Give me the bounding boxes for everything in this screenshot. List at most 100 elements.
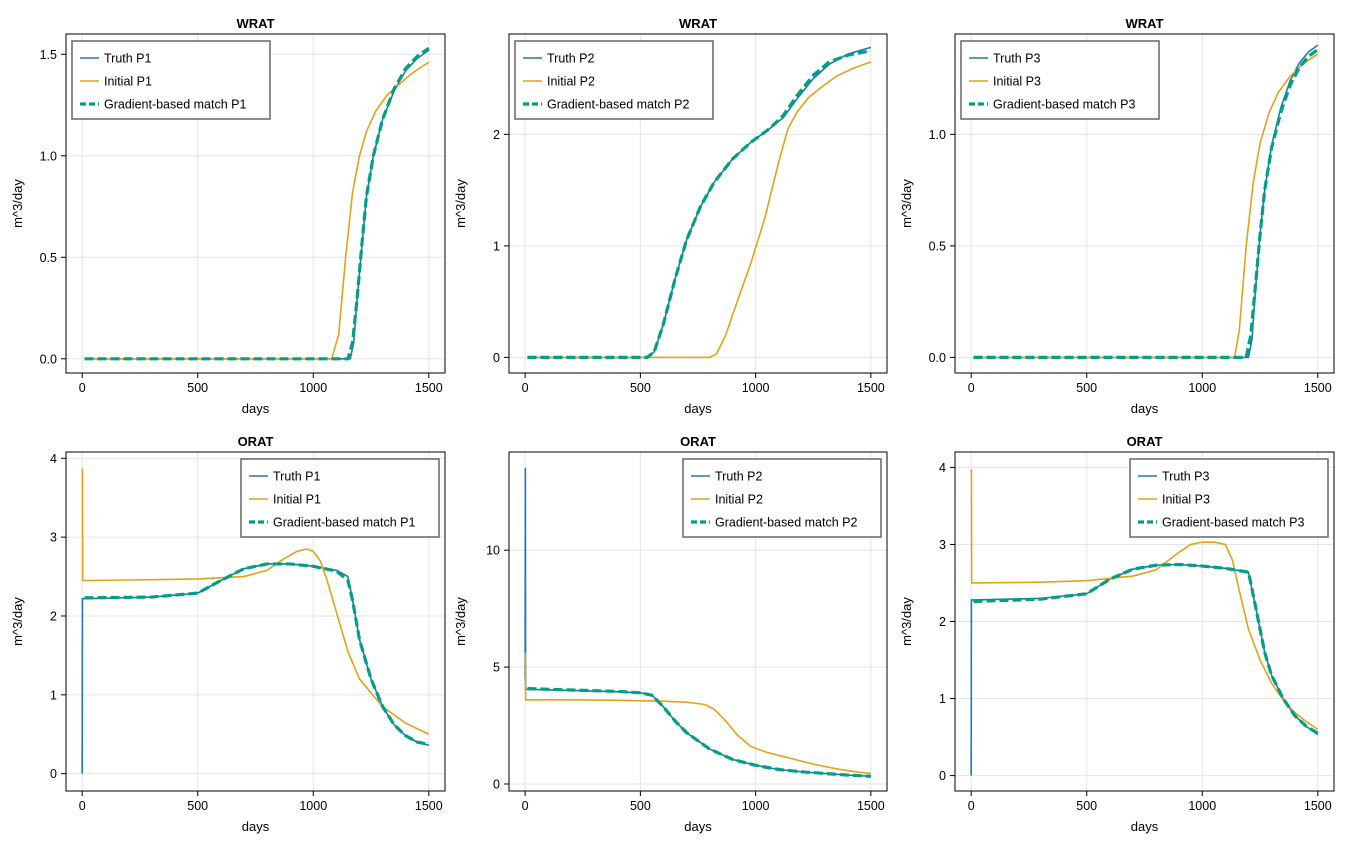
x-tick-label: 1000	[1188, 381, 1216, 395]
x-tick-label: 1500	[857, 799, 885, 813]
x-tick-label: 1000	[1188, 799, 1216, 813]
legend: Truth P1 Initial P1 Gradient-based match P…	[71, 40, 271, 120]
y-tick-label: 1.0	[929, 128, 946, 142]
series-group	[84, 46, 430, 361]
legend-label: Truth P1	[273, 470, 321, 484]
legend-label: Gradient-based match P2	[715, 516, 857, 530]
legend-box	[682, 458, 882, 538]
x-tick-label: 0	[522, 381, 529, 395]
legend-label: Truth P3	[993, 52, 1041, 66]
legend-box	[240, 458, 440, 538]
x-tick-label: 1000	[299, 799, 327, 813]
x-axis-label: days	[242, 819, 270, 834]
y-axis-label: m^3/day	[899, 179, 914, 228]
panel-4: 0 500 1000 1500 0 1 2 3 4 ORAT days m^3/day Truth P1…	[10, 434, 446, 834]
y-tick-label: 10	[486, 544, 500, 558]
series-group	[527, 46, 872, 359]
y-tick-label: 1	[939, 692, 946, 706]
legend-box	[514, 40, 714, 120]
legend-label: Truth P2	[547, 52, 595, 66]
series-line-initial	[524, 652, 871, 775]
legend-box	[960, 40, 1160, 120]
y-tick-label: 1	[493, 239, 500, 253]
x-tick-label: 1500	[1304, 381, 1332, 395]
series-group	[524, 467, 871, 778]
x-tick-label: 500	[187, 799, 208, 813]
legend-label: Truth P1	[104, 52, 152, 66]
legend-label: Truth P3	[1162, 470, 1210, 484]
x-tick-label: 1000	[742, 381, 770, 395]
y-tick-label: 3	[939, 538, 946, 552]
legend-box	[71, 40, 271, 120]
chart-title: WRAT	[236, 16, 274, 31]
legend-label: Initial P1	[104, 75, 152, 89]
y-tick-label: 0	[939, 769, 946, 783]
axes-frame	[508, 451, 888, 792]
chart-title: ORAT	[238, 434, 274, 449]
legend: Truth P3 Initial P3 Gradient-based match P…	[960, 40, 1160, 120]
x-axis-label: days	[684, 401, 712, 416]
y-tick-label: 0.5	[40, 251, 57, 265]
panel-3: 0 500 1000 1500 0.0 0.5 1.0 WRAT days m^3/day Trut…	[899, 16, 1335, 416]
y-tick-label: 4	[50, 452, 57, 466]
series-line-initial	[970, 468, 1319, 731]
series-line-truth	[81, 563, 430, 774]
chart-title: ORAT	[680, 434, 716, 449]
y-tick-label: 0	[493, 777, 500, 791]
y-axis-label: m^3/day	[453, 179, 468, 228]
y-tick-label: 2	[939, 615, 946, 629]
series-line-match	[84, 562, 430, 747]
legend-label: Gradient-based match P3	[1162, 516, 1304, 530]
legend-label: Gradient-based match P2	[547, 98, 689, 112]
y-axis-label: m^3/day	[10, 597, 25, 646]
x-tick-label: 0	[968, 799, 975, 813]
panel-1: 0 500 1000 1500 0.0 0.5 1.0 1.5 WRAT days m^3/day T…	[10, 16, 446, 416]
series-group	[973, 44, 1319, 359]
x-axis-label: days	[684, 819, 712, 834]
y-tick-label: 0.0	[40, 352, 57, 366]
legend: Truth P2 Initial P2 Gradient-based match P…	[514, 40, 714, 120]
axes-frame	[65, 451, 446, 792]
x-tick-label: 0	[968, 381, 975, 395]
x-tick-label: 0	[79, 381, 86, 395]
y-tick-label: 0	[50, 767, 57, 781]
x-tick-label: 0	[522, 799, 529, 813]
y-axis-label: m^3/day	[10, 179, 25, 228]
x-tick-label: 0	[79, 799, 86, 813]
legend-label: Gradient-based match P1	[104, 98, 246, 112]
legend: Truth P3 Initial P3 Gradient-based match P…	[1129, 458, 1329, 538]
y-tick-label: 0.5	[929, 239, 946, 253]
chart-title: ORAT	[1127, 434, 1163, 449]
series-line-match	[973, 562, 1319, 735]
series-line-initial	[81, 468, 430, 735]
panel-6: 0 500 1000 1500 0 1 2 3 4 ORAT days m^3/day Truth P3…	[899, 434, 1335, 834]
legend-label: Initial P1	[273, 493, 321, 507]
y-tick-label: 1.5	[40, 48, 57, 62]
x-tick-label: 500	[187, 381, 208, 395]
legend-box	[1129, 458, 1329, 538]
series-line-match	[973, 48, 1319, 359]
y-tick-label: 5	[493, 661, 500, 675]
legend: Truth P1 Initial P1 Gradient-based match P…	[240, 458, 440, 538]
x-tick-label: 500	[630, 381, 651, 395]
x-tick-label: 1500	[1304, 799, 1332, 813]
x-axis-label: days	[1131, 819, 1159, 834]
x-tick-label: 1500	[857, 381, 885, 395]
y-tick-label: 0.0	[929, 351, 946, 365]
y-tick-label: 3	[50, 531, 57, 545]
series-line-match	[527, 49, 872, 359]
chart-title: WRAT	[679, 16, 717, 31]
x-tick-label: 500	[630, 799, 651, 813]
legend-label: Initial P2	[547, 75, 595, 89]
legend: Truth P2 Initial P2 Gradient-based match P…	[682, 458, 882, 538]
x-tick-label: 1500	[415, 799, 443, 813]
axes-frame	[508, 33, 888, 374]
x-tick-label: 1000	[299, 381, 327, 395]
legend-label: Truth P2	[715, 470, 763, 484]
y-tick-label: 2	[493, 128, 500, 142]
legend-label: Gradient-based match P3	[993, 98, 1135, 112]
axes-frame	[65, 33, 446, 374]
axes-frame	[954, 33, 1335, 374]
legend-label: Initial P3	[1162, 493, 1210, 507]
x-tick-label: 500	[1076, 799, 1097, 813]
